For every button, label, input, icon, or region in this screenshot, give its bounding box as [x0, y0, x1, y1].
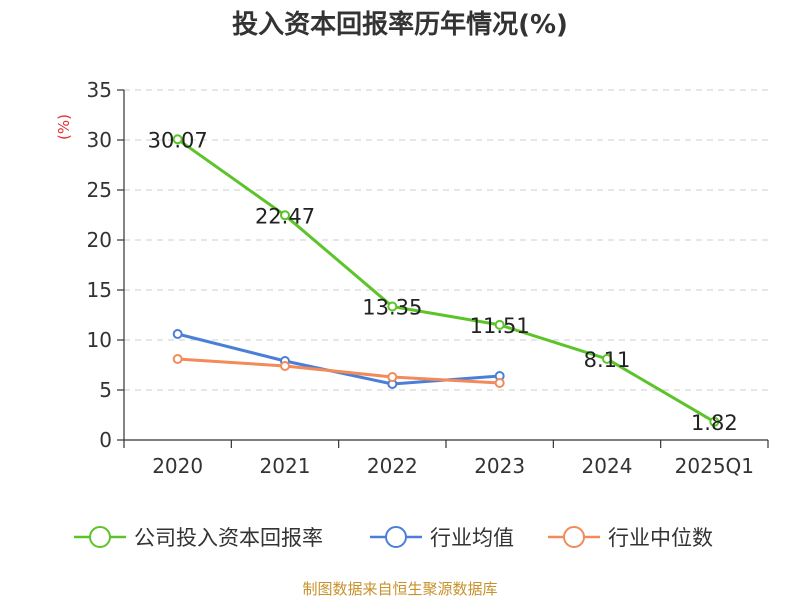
legend-label: 行业中位数	[608, 526, 713, 550]
data-point	[172, 329, 183, 339]
legend-item: 行业中位数	[548, 526, 713, 550]
data-label: 11.51	[470, 314, 530, 338]
axes: 0 5 10 15 20 25 30 35 2020 2021 2022 2023 2024 2025Q1	[87, 78, 769, 478]
data-point	[602, 353, 612, 364]
series-line	[176, 332, 502, 386]
x-tick-label: 2020	[152, 454, 203, 478]
data-label: 30.07	[148, 128, 208, 152]
y-axis-unit: (%)	[55, 114, 73, 140]
series-line	[176, 357, 502, 385]
x-tick-label: 2023	[474, 454, 525, 478]
data-point	[387, 301, 398, 312]
legend-marker	[385, 526, 407, 548]
data-label: 22.47	[255, 204, 315, 228]
legend-label: 行业均值	[430, 526, 514, 550]
data-point	[280, 210, 290, 221]
y-tick-label: 5	[99, 378, 112, 402]
x-tick-label: 2022	[367, 454, 418, 478]
data-point	[709, 416, 720, 427]
data-point	[387, 372, 398, 382]
data-point	[280, 361, 290, 371]
data-point	[494, 378, 505, 388]
legend-marker	[563, 526, 585, 548]
y-tick-label: 0	[99, 428, 112, 452]
data-point	[494, 319, 505, 330]
y-tick-label: 15	[87, 278, 112, 302]
legend-item: 行业均值	[370, 526, 514, 550]
data-point	[172, 354, 183, 364]
x-tick-label: 2025Q1	[675, 454, 754, 478]
source-note: 制图数据来自恒生聚源数据库	[302, 580, 497, 598]
y-tick-label: 25	[87, 178, 112, 202]
data-point	[172, 134, 183, 145]
y-tick-label: 20	[87, 228, 112, 252]
data-label: 13.35	[362, 296, 422, 320]
data-labels: 30.07 22.47 13.35 11.51 8.11 1.82	[148, 128, 738, 435]
legend-item: 公司投入资本回报率	[74, 526, 323, 550]
legend-label: 公司投入资本回报率	[134, 526, 323, 550]
y-tick-label: 35	[87, 78, 112, 102]
legend-marker	[89, 526, 111, 548]
series-layer	[172, 134, 720, 427]
series-line	[176, 137, 716, 424]
y-tick-label: 30	[87, 128, 112, 152]
chart-title: 投入资本回报率历年情况(%)	[232, 9, 568, 40]
grid	[124, 89, 768, 391]
x-tick-label: 2024	[582, 454, 633, 478]
data-label: 8.11	[584, 348, 631, 372]
x-tick-label: 2021	[260, 454, 311, 478]
y-tick-label: 10	[87, 328, 112, 352]
data-label: 1.82	[691, 411, 738, 435]
legend: 公司投入资本回报率 行业均值 行业中位数	[74, 526, 713, 550]
